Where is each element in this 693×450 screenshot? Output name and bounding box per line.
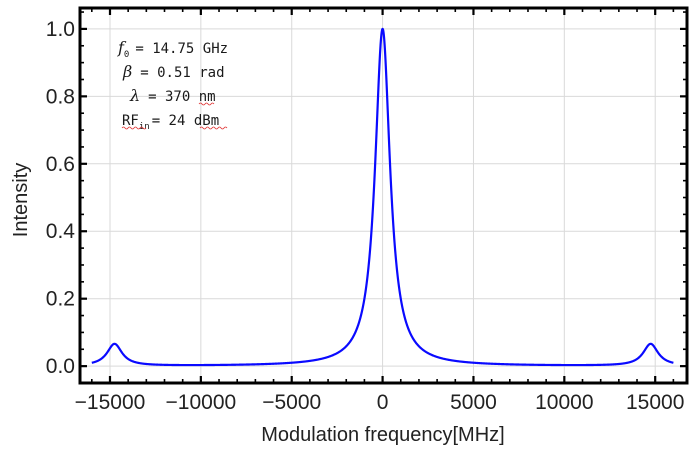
x-tick-label: 15000: [626, 391, 684, 414]
y-tick-label: 0.6: [46, 153, 75, 176]
x-axis-label: Modulation frequency[MHz]: [261, 424, 504, 446]
annotation-f0: f0 = 14.75 GHz: [117, 38, 228, 60]
annotation-rf: RFin = 24 dBm: [122, 113, 219, 132]
annotation-beta-text: = 0.51 rad: [140, 65, 224, 81]
x-tick-label: −10000: [166, 391, 237, 414]
annotation-f0-symbol: f: [117, 38, 127, 57]
annotation-rf-text: = 24 dBm: [152, 113, 219, 129]
annotation-lambda-symbol: λ: [129, 86, 140, 105]
x-tick-label: −15000: [75, 391, 146, 414]
annotation-block: f0 = 14.75 GHz β = 0.51 rad λ = 370 nm RFin…: [117, 38, 228, 132]
ticks: [80, 8, 687, 383]
annotation-lambda-text: = 370 nm: [148, 89, 215, 105]
x-tick-label: 5000: [450, 391, 497, 414]
y-axis-label: Intensity: [10, 163, 32, 237]
x-tick-labels: −15000 −10000 −5000 0 5000 10000 15000: [75, 391, 685, 414]
spellcheck-underline-nm: [198, 102, 215, 106]
annotation-beta-symbol: β: [122, 62, 132, 81]
y-tick-labels: 0.0 0.2 0.4 0.6 0.8 1.0: [46, 18, 76, 378]
y-tick-label: 1.0: [46, 18, 75, 41]
series-layer: [91, 27, 675, 367]
x-tick-label: 10000: [535, 391, 593, 414]
y-tick-label: 0.0: [46, 355, 75, 378]
annotation-lambda: λ = 370 nm: [129, 86, 216, 105]
spellcheck-underline-dbm: [199, 126, 228, 130]
x-tick-label: 0: [377, 391, 389, 414]
spellcheck-underline-rf: [121, 126, 147, 130]
y-tick-label: 0.8: [46, 85, 75, 108]
annotation-rf-sub: in: [139, 122, 150, 132]
x-tick-label: −5000: [262, 391, 321, 414]
annotation-f0-sub: 0: [124, 50, 129, 60]
annotation-f0-text: = 14.75 GHz: [135, 41, 228, 57]
y-tick-label: 0.2: [46, 288, 75, 311]
y-tick-label: 0.4: [46, 220, 76, 243]
annotation-rf-symbol: RF: [122, 113, 139, 129]
annotation-beta: β = 0.51 rad: [122, 62, 225, 81]
series-line-intensity: [91, 27, 675, 367]
